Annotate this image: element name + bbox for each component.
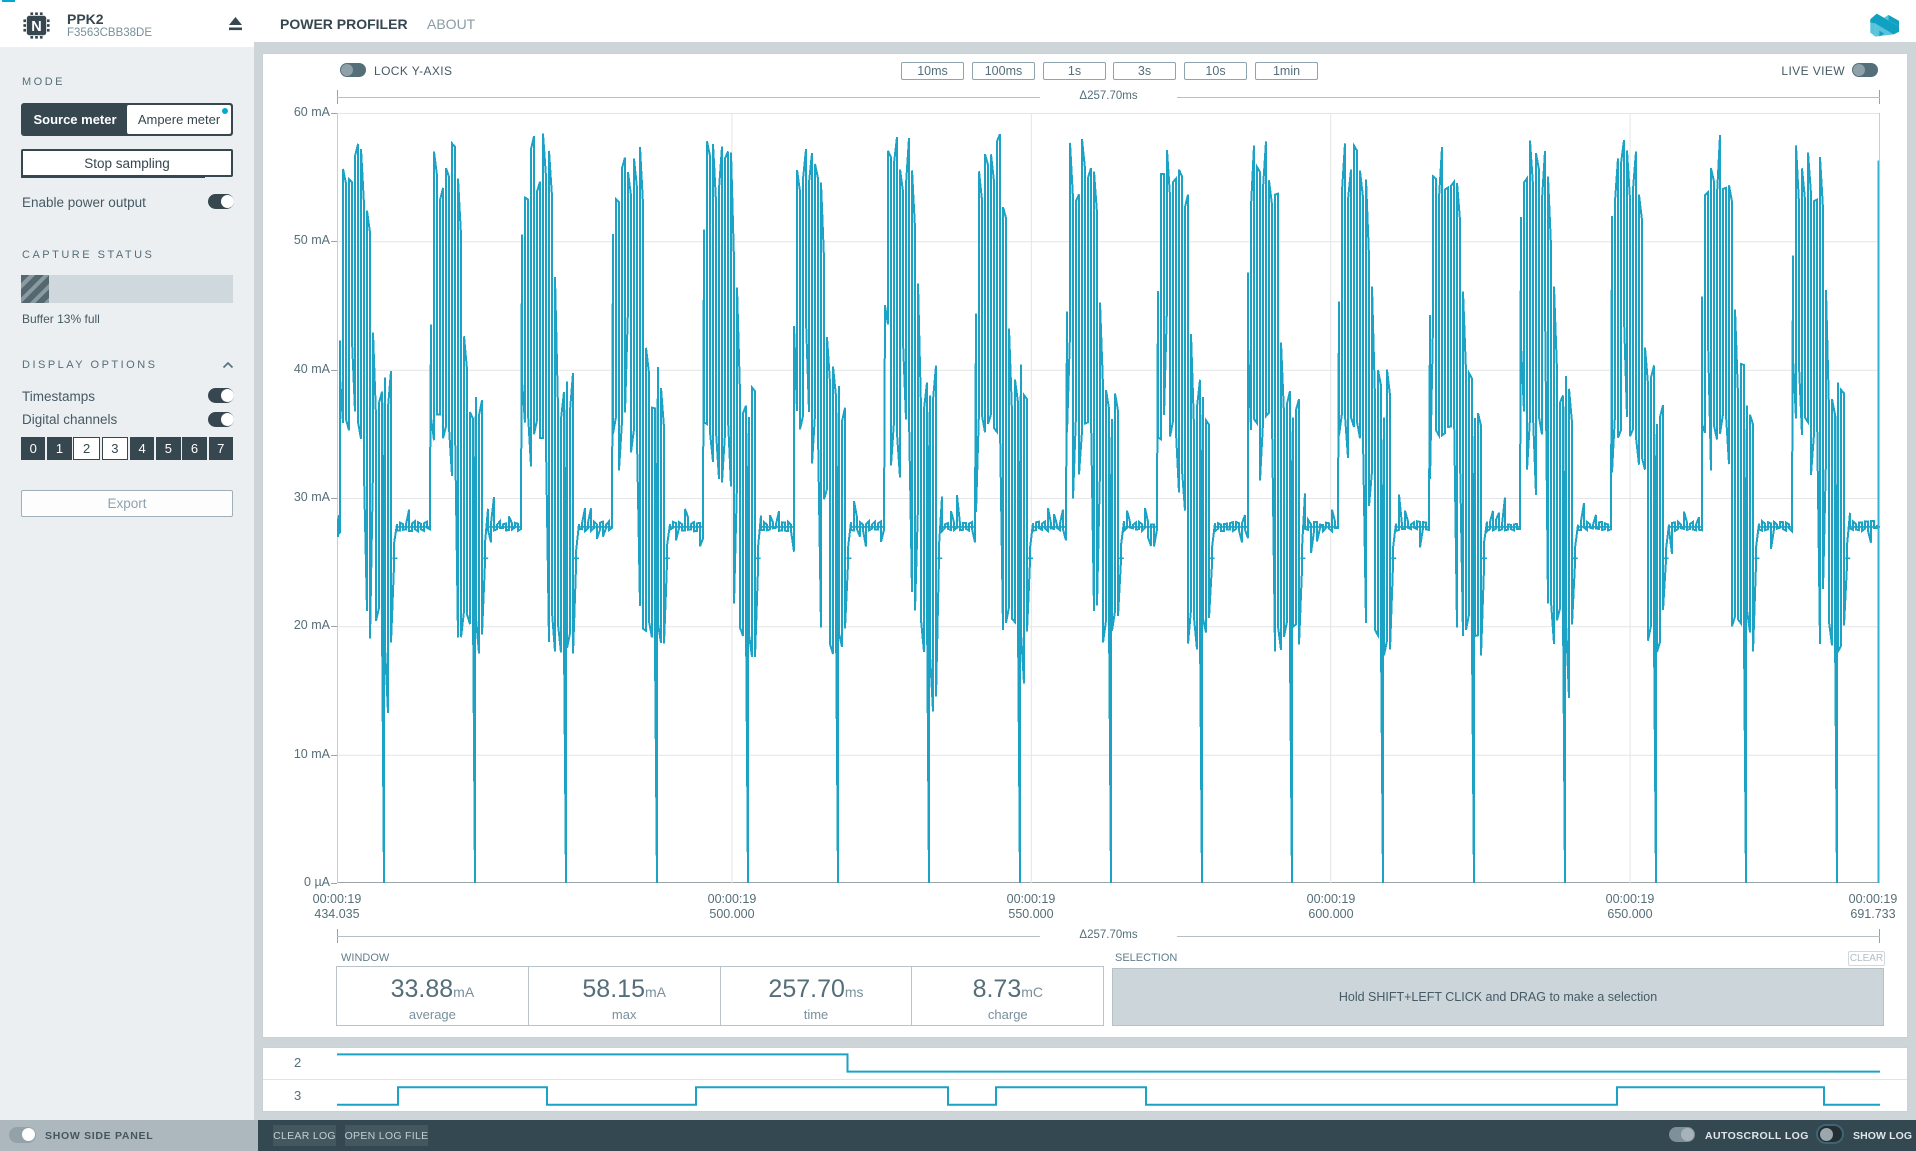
svg-text:N: N — [31, 19, 41, 35]
